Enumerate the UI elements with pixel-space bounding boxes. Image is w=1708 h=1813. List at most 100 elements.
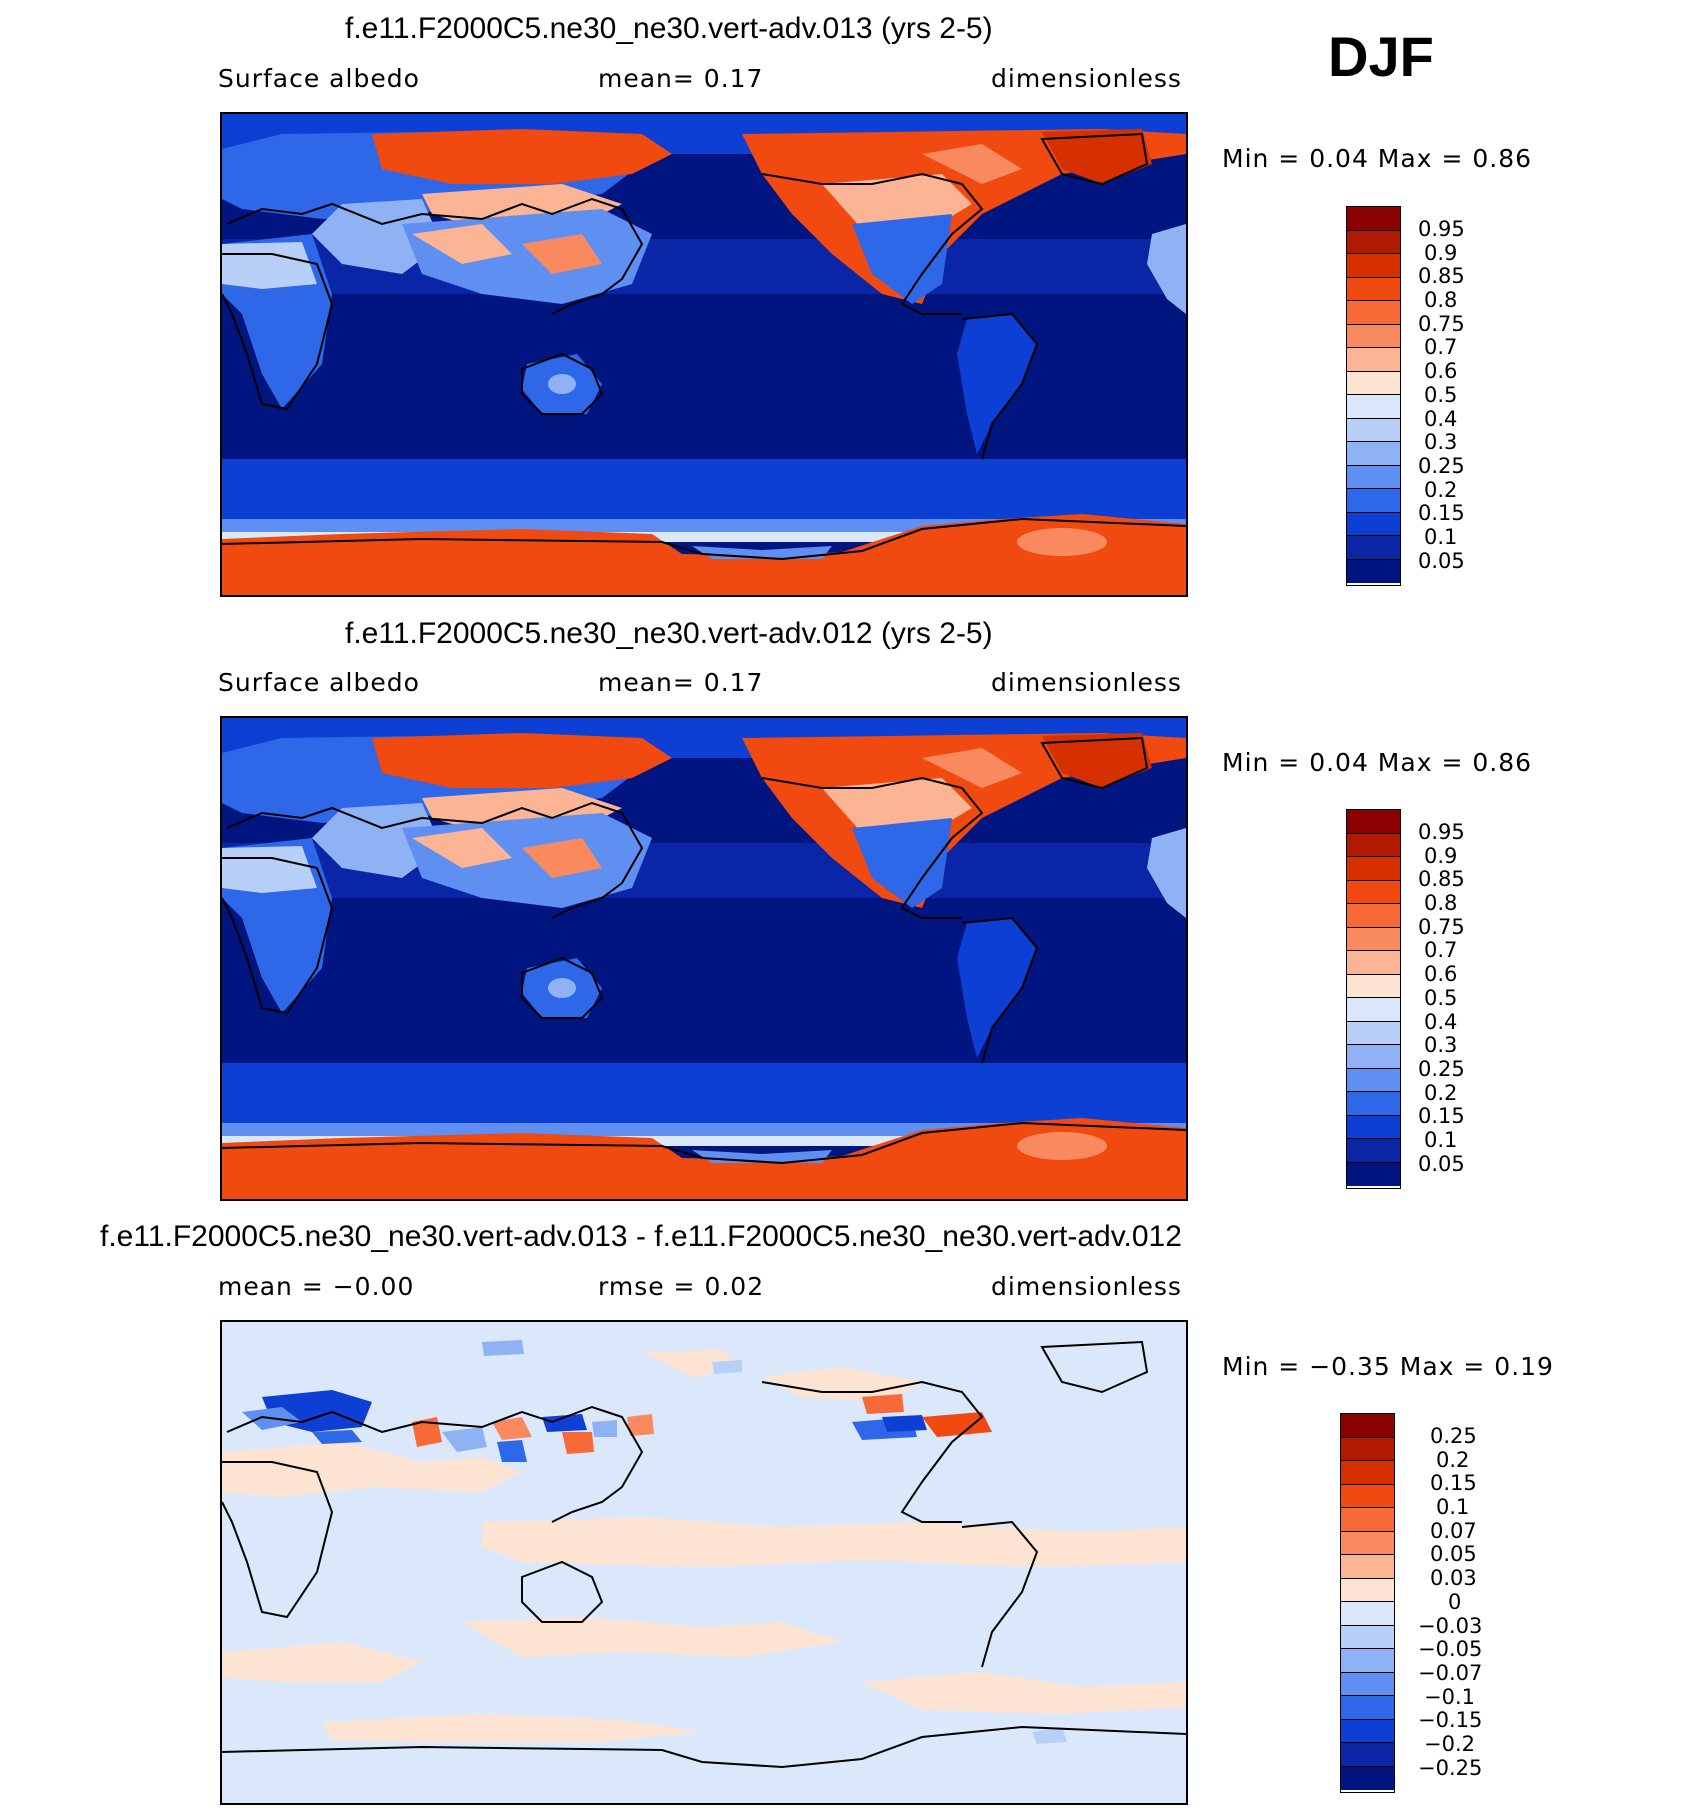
colorbar-label: 0.15 — [1430, 1471, 1477, 1495]
colorbar-cell — [1347, 904, 1400, 928]
colorbar-label: −0.1 — [1424, 1685, 1475, 1709]
colorbar-cell — [1341, 1437, 1394, 1461]
colorbar-label: 0.7 — [1424, 938, 1458, 962]
colorbar-cell — [1347, 810, 1400, 834]
colorbar-cell — [1347, 857, 1400, 881]
colorbar-label: 0.1 — [1424, 525, 1458, 549]
min-max-label: Min = 0.04 Max = 0.86 — [1222, 748, 1533, 777]
units-label: dimensionless — [991, 1272, 1182, 1301]
colorbar-label: −0.2 — [1424, 1732, 1475, 1756]
colorbar-cell — [1347, 418, 1400, 442]
colorbar-label: 0.6 — [1424, 962, 1458, 986]
colorbar-cell — [1347, 512, 1400, 536]
colorbar-cell — [1347, 371, 1400, 395]
colorbar-cell — [1347, 1045, 1400, 1069]
colorbar-cell — [1347, 559, 1400, 583]
colorbar-cell — [1347, 230, 1400, 254]
min-max-label: Min = 0.04 Max = 0.86 — [1222, 144, 1533, 173]
colorbar-label: 0.2 — [1424, 478, 1458, 502]
variable-label: Surface albedo — [218, 668, 420, 697]
colorbar-cell — [1347, 1115, 1400, 1139]
colorbar-label: 0.15 — [1418, 1104, 1465, 1128]
rmse-label: rmse = 0.02 — [598, 1272, 765, 1301]
colorbar-label: 0.3 — [1424, 430, 1458, 454]
colorbar-label: 0.4 — [1424, 407, 1458, 431]
albedo-difference-map — [220, 1320, 1188, 1805]
colorbar-label: 0.25 — [1430, 1424, 1477, 1448]
colorbar-label: 0.5 — [1424, 383, 1458, 407]
colorbar-label: 0.85 — [1418, 867, 1465, 891]
colorbar-cell — [1341, 1649, 1394, 1673]
colorbar-cell — [1341, 1555, 1394, 1579]
colorbar-label: 0.95 — [1418, 820, 1465, 844]
colorbar-cell — [1347, 324, 1400, 348]
mean-label: mean = −0.00 — [218, 1272, 415, 1301]
colorbar-label: 0.2 — [1424, 1081, 1458, 1105]
colorbar-label: 0.2 — [1436, 1448, 1470, 1472]
colorbar-cell — [1347, 1162, 1400, 1186]
colorbar-cell — [1347, 1021, 1400, 1045]
units-label: dimensionless — [991, 668, 1182, 697]
colorbar-label: 0.9 — [1424, 844, 1458, 868]
units-label: dimensionless — [991, 64, 1182, 93]
colorbar-label: 0.07 — [1430, 1519, 1477, 1543]
panel-title: f.e11.F2000C5.ne30_ne30.vert-adv.013 (yr… — [345, 12, 993, 45]
colorbar-label: −0.15 — [1418, 1708, 1483, 1732]
colorbar-label: 0.95 — [1418, 217, 1465, 241]
colorbar-label: 0.5 — [1424, 986, 1458, 1010]
colorbar-cell — [1347, 974, 1400, 998]
colorbar-cell — [1341, 1414, 1394, 1438]
colorbar-label: 0.1 — [1436, 1495, 1470, 1519]
colorbar-label: 0.05 — [1418, 549, 1465, 573]
colorbar-cell — [1347, 395, 1400, 419]
colorbar-label: 0.75 — [1418, 312, 1465, 336]
colorbar-label: −0.05 — [1418, 1637, 1483, 1661]
colorbar-cell — [1341, 1461, 1394, 1485]
colorbar-cell — [1347, 277, 1400, 301]
colorbar-cell — [1347, 536, 1400, 560]
colorbar-label: −0.03 — [1418, 1614, 1483, 1638]
colorbar-cell — [1347, 951, 1400, 975]
colorbar-cell — [1347, 1139, 1400, 1163]
colorbar-cell — [1347, 207, 1400, 231]
colorbar-cell — [1347, 301, 1400, 325]
colorbar-cell — [1341, 1696, 1394, 1720]
panel-title: f.e11.F2000C5.ne30_ne30.vert-adv.013 - f… — [100, 1220, 1182, 1253]
colorbar-cell — [1341, 1508, 1394, 1532]
albedo-map-012 — [220, 716, 1188, 1201]
colorbar-label: 0.85 — [1418, 264, 1465, 288]
colorbar-cell — [1347, 1068, 1400, 1092]
min-max-label: Min = −0.35 Max = 0.19 — [1222, 1352, 1554, 1381]
colorbar-label: 0 — [1448, 1590, 1462, 1614]
colorbar-label: 0.1 — [1424, 1128, 1458, 1152]
colorbar-cell — [1341, 1672, 1394, 1696]
season-label: DJF — [1328, 25, 1434, 88]
colorbar-cell — [1347, 998, 1400, 1022]
colorbar-cell — [1347, 348, 1400, 372]
colorbar-cell — [1347, 927, 1400, 951]
colorbar-cell — [1341, 1719, 1394, 1743]
colorbar-cell — [1341, 1531, 1394, 1555]
colorbar-label: 0.15 — [1418, 501, 1465, 525]
colorbar-label: 0.8 — [1424, 288, 1458, 312]
colorbar-012 — [1346, 809, 1401, 1189]
variable-label: Surface albedo — [218, 64, 420, 93]
colorbar-label: 0.9 — [1424, 241, 1458, 265]
panel-title: f.e11.F2000C5.ne30_ne30.vert-adv.012 (yr… — [345, 617, 993, 650]
colorbar-cell — [1347, 880, 1400, 904]
colorbar-label: 0.25 — [1418, 454, 1465, 478]
colorbar-label: 0.03 — [1430, 1566, 1477, 1590]
colorbar-cell — [1347, 1092, 1400, 1116]
colorbar-label: 0.7 — [1424, 335, 1458, 359]
colorbar-cell — [1341, 1484, 1394, 1508]
mean-label: mean= 0.17 — [598, 668, 764, 697]
colorbar-cell — [1341, 1766, 1394, 1790]
colorbar-cell — [1341, 1625, 1394, 1649]
colorbar-label: 0.75 — [1418, 915, 1465, 939]
colorbar-label: 0.4 — [1424, 1010, 1458, 1034]
colorbar-cell — [1347, 254, 1400, 278]
mean-label: mean= 0.17 — [598, 64, 764, 93]
colorbar-label: 0.8 — [1424, 891, 1458, 915]
colorbar-label: 0.25 — [1418, 1057, 1465, 1081]
colorbar-cell — [1347, 465, 1400, 489]
